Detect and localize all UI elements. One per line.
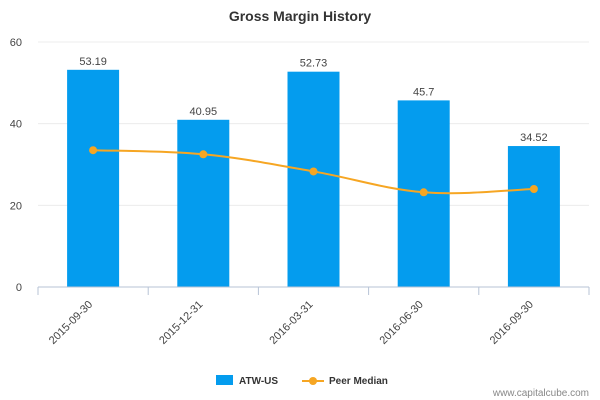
y-tick-label: 0 (16, 282, 22, 294)
legend: ATW-US Peer Median (216, 375, 388, 387)
peer-median-point-2016-03-31 (309, 167, 318, 176)
x-tick-label: 2016-03-31 (267, 299, 315, 347)
bar-value-label: 45.7 (413, 86, 434, 98)
peer-median-point-2015-09-30 (89, 146, 98, 155)
y-tick-label: 40 (10, 119, 22, 131)
bar-2015-09-30 (67, 69, 120, 288)
credit-text: www.capitalcube.com (492, 388, 589, 399)
legend-swatch-atw-us (216, 375, 233, 385)
y-tick-label: 60 (10, 37, 22, 49)
legend-label-peer-median: Peer Median (329, 376, 388, 387)
x-tick-label: 2015-09-30 (47, 299, 95, 347)
bar-value-label: 40.95 (190, 106, 218, 118)
bar-2016-09-30 (507, 146, 560, 287)
peer-median-point-2015-12-31 (199, 150, 208, 159)
x-tick-label: 2015-12-31 (157, 299, 205, 347)
peer-median-point-2016-09-30 (529, 185, 538, 193)
bar-2015-12-31 (177, 119, 230, 287)
legend-swatch-marker-peer-median (309, 377, 317, 385)
bar-value-label: 34.52 (520, 132, 548, 144)
y-tick-label: 20 (10, 200, 22, 212)
bar-value-label: 52.73 (300, 58, 328, 70)
x-tick-label: 2016-06-30 (378, 299, 426, 347)
chart-title: Gross Margin History (229, 8, 372, 24)
bar-value-label: 53.19 (79, 56, 107, 68)
legend-label-atw-us: ATW-US (239, 376, 278, 387)
bar-2016-03-31 (287, 71, 340, 287)
x-tick-label: 2016-09-30 (488, 299, 536, 347)
peer-median-point-2016-06-30 (419, 188, 428, 197)
